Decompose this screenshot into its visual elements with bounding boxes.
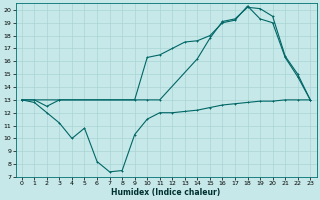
X-axis label: Humidex (Indice chaleur): Humidex (Indice chaleur) (111, 188, 221, 197)
